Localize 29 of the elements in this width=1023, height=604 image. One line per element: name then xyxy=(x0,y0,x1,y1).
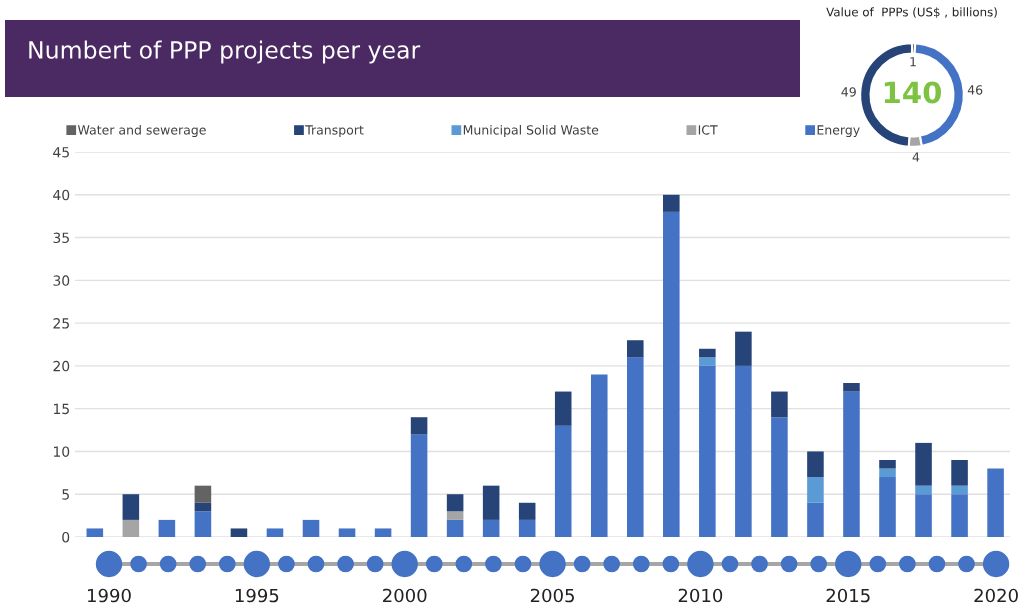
y-tick-label: 15 xyxy=(53,403,69,415)
legend-label: Water and sewerage xyxy=(77,124,206,138)
legend-label: Municipal Solid Waste xyxy=(463,124,599,138)
y-tick-label: 35 xyxy=(53,232,69,244)
x2-tick-label: 1995 xyxy=(235,588,279,603)
y-tick-label: 20 xyxy=(53,360,70,372)
data-label: 1 xyxy=(910,57,916,67)
x2-tick-label: 2005 xyxy=(530,588,574,603)
x2-tick-label: 2015 xyxy=(826,588,870,603)
chart-title: Value of PPPs (US$ , billions) xyxy=(826,7,997,18)
x2-tick-label: 2020 xyxy=(974,588,1018,603)
x2-tick-label: 2010 xyxy=(678,588,723,603)
legend-label: ICT xyxy=(698,125,718,135)
x2-tick-label: 1990 xyxy=(88,588,131,603)
data-label: 4 xyxy=(912,152,920,162)
y-tick-label: 25 xyxy=(53,318,69,329)
y-tick-label: 0 xyxy=(62,531,70,543)
data-label: 46 xyxy=(967,85,983,95)
legend-label: Energy xyxy=(817,125,860,138)
chart-title: Numbert of PPP projects per year xyxy=(29,40,421,64)
y-tick-label: 40 xyxy=(53,189,70,201)
text: 140 xyxy=(884,81,942,104)
data-label: 49 xyxy=(841,87,856,97)
y-tick-label: 5 xyxy=(62,489,69,500)
y-tick-label: 45 xyxy=(53,147,69,158)
x2-tick-label: 2000 xyxy=(383,588,427,603)
y-tick-label: 30 xyxy=(53,275,70,286)
legend-label: Transport xyxy=(305,125,364,138)
y-tick-label: 10 xyxy=(53,446,70,457)
